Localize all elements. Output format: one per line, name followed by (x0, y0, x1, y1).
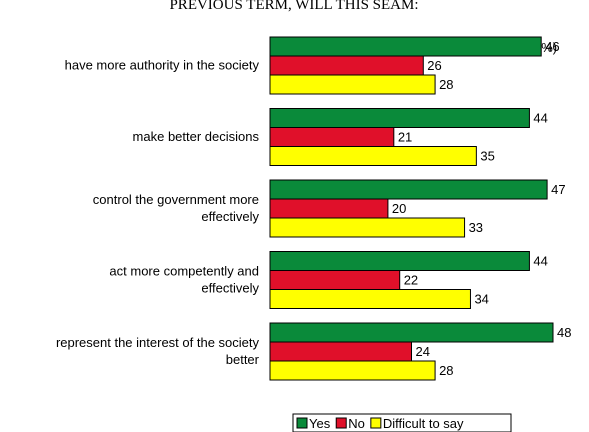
data-label: 24 (416, 344, 430, 359)
category-group: represent the interest of the society bet… (56, 322, 571, 381)
data-label: 44 (533, 254, 547, 269)
plot-area: have more authority in the society 46 26 28… (56, 36, 571, 381)
data-label: 35 (480, 149, 494, 164)
legend-swatch (296, 417, 308, 429)
category-label: have more authority in the society (65, 58, 260, 73)
category-group: make better decisions 44 21 35 (133, 108, 548, 166)
category-label: control the government more (93, 192, 259, 207)
legend-box (292, 413, 512, 432)
data-label: 22 (404, 273, 418, 288)
legend-label: Difficult to say (383, 416, 464, 431)
data-label: 26 (427, 58, 441, 73)
bar-difficult-to-say (269, 217, 466, 238)
unit-label: (%) (537, 40, 557, 55)
bar-no (269, 270, 401, 290)
legend: Yes No Difficult to say (292, 413, 512, 432)
data-label: 48 (557, 325, 571, 340)
bar-no (269, 55, 424, 76)
category-group: have more authority in the society 46 26 28 (65, 36, 560, 95)
data-label: 34 (474, 292, 488, 307)
data-label: 20 (392, 201, 406, 216)
data-label: 33 (469, 220, 483, 235)
bar-yes (269, 322, 554, 343)
bar-difficult-to-say (269, 146, 477, 166)
bar-no (269, 198, 389, 219)
legend-label: Yes (309, 416, 331, 431)
legend-swatch (370, 417, 382, 429)
bar-yes (269, 108, 530, 128)
chart-title: PREVIOUS TERM, WILL THIS SEAM: (169, 0, 418, 13)
legend-label: No (348, 416, 365, 431)
data-label: 46 (545, 39, 559, 54)
data-label: 44 (533, 111, 547, 126)
category-group: act more competently and effectively 44 22 3… (109, 251, 548, 309)
bar-no (269, 127, 395, 147)
bar-yes (269, 36, 542, 57)
bar-difficult-to-say (269, 74, 436, 95)
data-label: 47 (551, 182, 565, 197)
bar-no (269, 341, 412, 362)
bar-yes (269, 251, 530, 271)
bar-difficult-to-say (269, 360, 436, 381)
data-label: 28 (439, 77, 453, 92)
category-label: make better decisions (133, 129, 260, 144)
category-label: represent the interest of the society (56, 335, 260, 350)
bar-difficult-to-say (269, 289, 471, 309)
data-label: 28 (439, 363, 453, 378)
category-label: effectively (201, 209, 259, 224)
data-label: 21 (398, 130, 412, 145)
legend-swatch (335, 417, 347, 429)
bar-yes (269, 179, 548, 200)
category-group: control the government more effectively 47… (93, 179, 566, 238)
category-label: act more competently and (109, 264, 259, 279)
category-label: better (226, 352, 260, 367)
category-label: effectively (201, 281, 259, 296)
